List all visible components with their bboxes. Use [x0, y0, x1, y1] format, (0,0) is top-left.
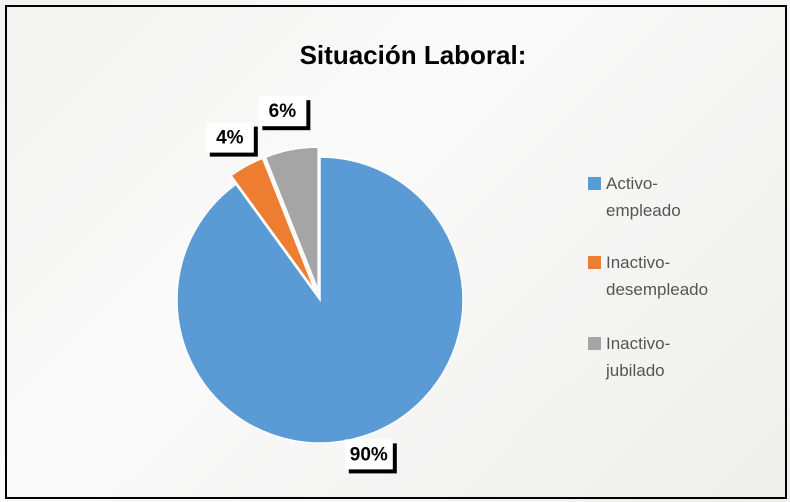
legend-swatch	[588, 337, 601, 350]
legend-entry: Inactivo-jubilado	[588, 330, 721, 384]
data-label-box	[205, 122, 254, 153]
legend-entry: Inactivo-desempleado	[588, 249, 721, 303]
legend-entry: Activo-empleado	[588, 170, 721, 224]
data-label-box	[258, 96, 307, 127]
data-label: 90%	[344, 439, 397, 474]
data-label-text: 6%	[269, 101, 297, 122]
data-label-text: 90%	[350, 444, 388, 465]
data-label: 6%	[258, 96, 311, 131]
chart-title: Situación Laboral:	[300, 40, 527, 70]
legend-label: Inactivo-jubilado	[606, 334, 671, 380]
legend-label: Inactivo-desempleado	[606, 253, 709, 299]
legend-swatch	[588, 177, 601, 190]
legend-swatch	[588, 256, 601, 269]
data-label-box	[344, 439, 393, 470]
pie-slice	[176, 156, 464, 444]
chart-frame	[5, 5, 787, 499]
pie-slice	[264, 146, 319, 291]
data-label-text: 4%	[216, 128, 244, 149]
legend-label: Activo-empleado	[606, 174, 681, 220]
pie-slice	[230, 157, 316, 292]
data-label: 4%	[205, 122, 258, 157]
